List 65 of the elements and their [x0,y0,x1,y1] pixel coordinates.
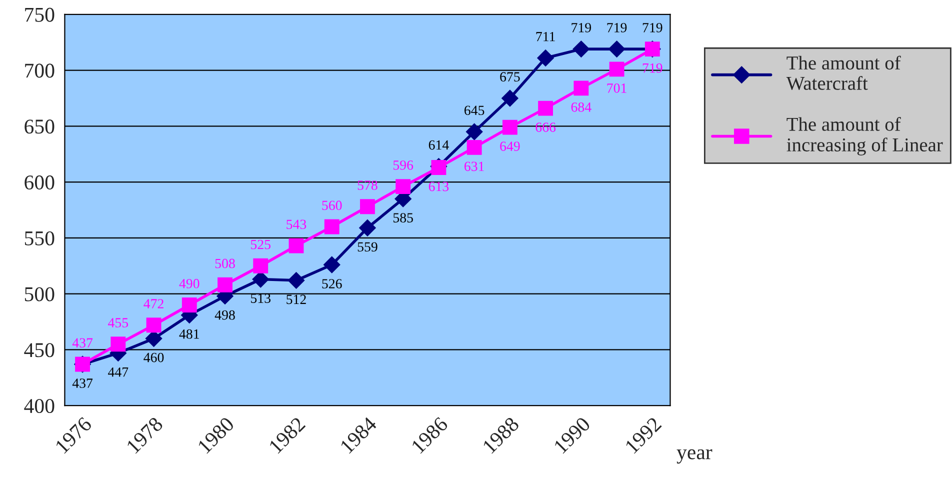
data-label: 560 [322,200,342,210]
point [466,140,482,155]
y-tick-label: 750 [25,8,54,22]
y-tick-label: 700 [25,64,54,78]
data-label: 711 [536,32,555,42]
point [608,40,626,58]
point [288,272,305,289]
data-label: 701 [607,83,626,93]
point [323,256,340,274]
point [609,62,624,77]
data-label: 512 [286,294,306,304]
y-tick-label: 550 [24,231,54,246]
data-label: 684 [571,102,592,112]
data-label: 649 [500,142,520,151]
point [182,298,197,312]
data-label: 481 [179,329,199,339]
legend-label: The amount of increasing of Linear [786,117,943,156]
point [396,179,411,194]
data-label: 719 [642,23,662,32]
y-tick-label: 400 [24,398,54,414]
data-label: 613 [428,182,449,192]
data-label: 596 [393,160,414,170]
point [359,220,376,236]
data-label: 525 [251,240,270,250]
data-label: 543 [286,220,306,230]
data-label: 437 [72,338,93,348]
point [572,40,590,58]
y-tick-label: 450 [24,343,54,358]
data-label: 437 [72,378,93,388]
y-tick-label: 500 [24,287,54,302]
y-tick-label: 650 [24,120,54,134]
point [218,277,232,292]
point [324,219,340,234]
point [288,238,304,254]
data-label: 585 [393,213,413,222]
point [574,80,589,96]
data-label: 675 [500,72,520,82]
data-label: 498 [214,310,235,320]
point [502,120,518,135]
point [537,50,554,66]
data-label: 631 [464,162,484,172]
data-label: 447 [108,367,128,377]
point [110,336,126,352]
point [502,90,518,107]
x-axis-title: year [676,449,712,464]
point [431,160,446,175]
data-label: 508 [215,258,235,268]
data-label: 455 [108,318,128,328]
data-label: 614 [428,140,449,150]
point [360,199,375,214]
data-label: 490 [179,278,200,288]
point [538,100,554,116]
data-label: 719 [572,23,592,32]
y-tick-label: 600 [24,175,54,190]
data-label: 526 [322,279,342,288]
data-label: 472 [144,299,164,308]
data-label: 645 [464,106,484,116]
point [466,123,483,140]
legend-label: The amount of Watercraft [786,56,901,90]
data-label: 460 [144,352,164,362]
data-label: 559 [358,242,378,252]
data-label: 578 [358,180,378,190]
point [253,258,268,274]
point [146,318,162,333]
data-label: 719 [607,23,627,32]
